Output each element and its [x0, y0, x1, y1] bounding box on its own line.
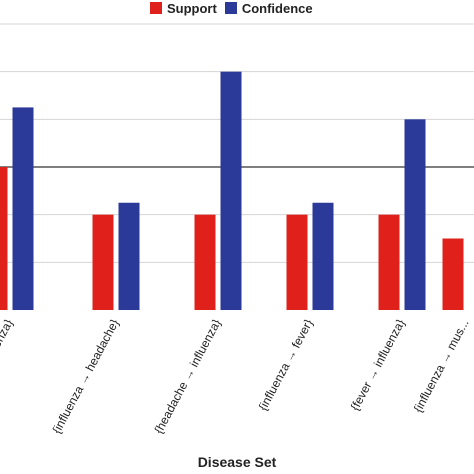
- x-tick-label: {influenza → mus...: [411, 317, 472, 415]
- bar-support-2: [194, 214, 216, 310]
- bar-confidence-3: [312, 202, 334, 310]
- x-tick-label: {influenza → headache}: [49, 317, 121, 436]
- legend-item-confidence: Confidence: [224, 0, 313, 16]
- x-axis-title: Disease Set: [197, 454, 277, 470]
- bar-support-3: [286, 214, 308, 310]
- legend-item-support: Support: [150, 1, 217, 16]
- x-tick-label: {influenza → fever}: [256, 317, 316, 413]
- legend-swatch-confidence: [224, 2, 237, 14]
- legend-swatch-support: [150, 2, 162, 14]
- legend-label-support: Support: [167, 0, 217, 16]
- legend: Support Confidence: [150, 0, 313, 16]
- bar-confidence-4: [404, 119, 426, 310]
- bar-support-1: [92, 214, 114, 310]
- bar-confidence-1: [118, 202, 140, 310]
- x-tick-label: {headache → influenza}: [151, 317, 223, 436]
- bar-confidence-2: [220, 71, 242, 311]
- bar-support-5: [442, 238, 464, 310]
- bar-support-0: [0, 167, 8, 310]
- bar-confidence-0: [12, 107, 34, 311]
- legend-label-confidence: Confidence: [241, 0, 313, 16]
- bar-support-4: [378, 214, 400, 310]
- x-tick-label: {fever → influenza}: [348, 317, 408, 413]
- x-tick-label: {... → influenza}: [0, 317, 16, 398]
